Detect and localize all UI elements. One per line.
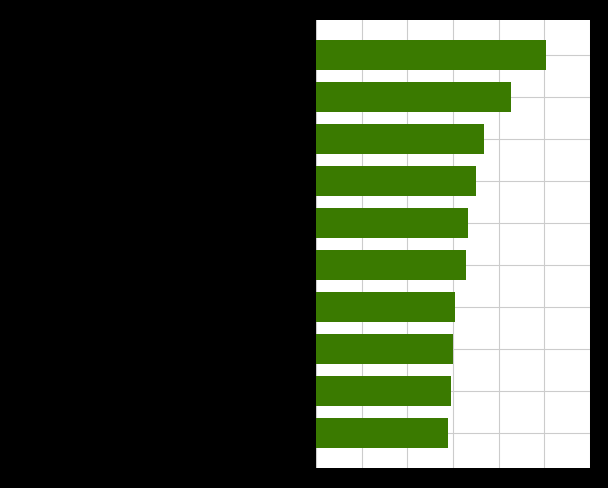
Bar xyxy=(316,334,453,364)
Bar xyxy=(316,82,511,112)
Bar xyxy=(316,166,475,196)
Bar xyxy=(316,292,455,322)
Bar xyxy=(316,376,451,406)
Bar xyxy=(316,418,448,448)
Bar xyxy=(316,124,484,154)
Bar xyxy=(316,40,547,70)
Bar xyxy=(316,208,468,238)
Bar xyxy=(316,250,466,280)
